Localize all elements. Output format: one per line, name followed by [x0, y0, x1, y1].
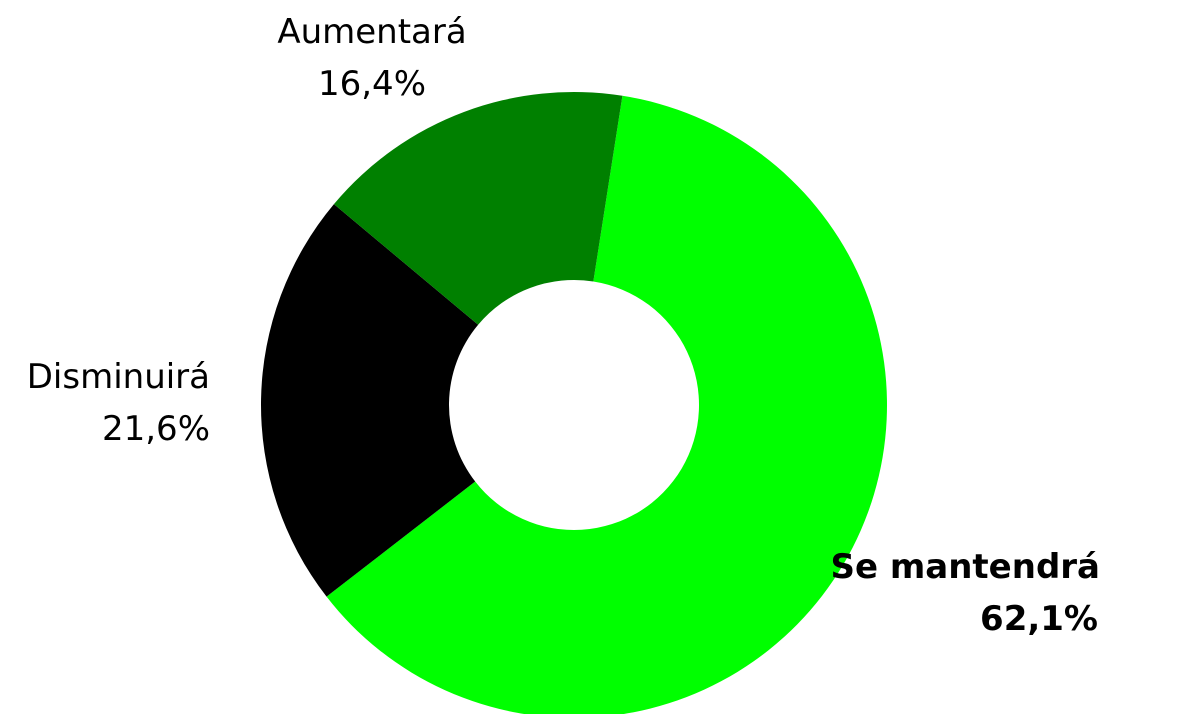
slice-value-label: 62,1% — [980, 599, 1098, 639]
slice-label: Disminuirá — [27, 357, 210, 397]
slice-label: Aumentará — [277, 12, 466, 52]
donut-slice — [333, 91, 623, 325]
donut-slice — [261, 204, 479, 597]
slice-label: Se mantendrá — [830, 547, 1100, 587]
donut-slice — [326, 95, 887, 714]
slice-value-label: 21,6% — [102, 409, 210, 449]
slice-value-label: 16,4% — [318, 64, 426, 104]
